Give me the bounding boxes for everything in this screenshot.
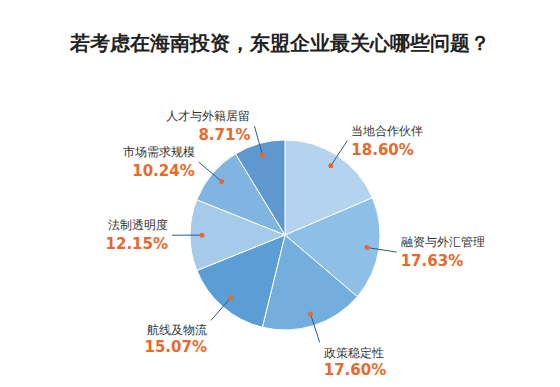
svg-text:政策稳定性: 政策稳定性	[324, 346, 384, 360]
svg-text:航线及物流: 航线及物流	[147, 323, 207, 337]
svg-text:当地合作伙伴: 当地合作伙伴	[351, 124, 423, 138]
html-text:若考虑在海南投资，东盟企业最关心哪些问题？: 若考虑在海南投资，东盟企业最关心哪些问题？	[70, 31, 490, 55]
svg-text:8.71%: 8.71%	[198, 126, 250, 144]
svg-text:18.60%: 18.60%	[351, 141, 413, 159]
svg-text:人才与外籍居留: 人才与外籍居留	[166, 109, 250, 123]
svg-text:融资与外汇管理: 融资与外汇管理	[401, 235, 485, 249]
svg-text:法制透明度: 法制透明度	[108, 218, 168, 232]
svg-text:17.63%: 17.63%	[401, 252, 463, 270]
svg-text:12.15%: 12.15%	[106, 235, 168, 253]
svg-text:10.24%: 10.24%	[132, 162, 194, 180]
svg-text:市场需求规模: 市场需求规模	[123, 145, 195, 159]
svg-text:15.07%: 15.07%	[145, 338, 207, 356]
svg-text:17.60%: 17.60%	[324, 361, 386, 379]
